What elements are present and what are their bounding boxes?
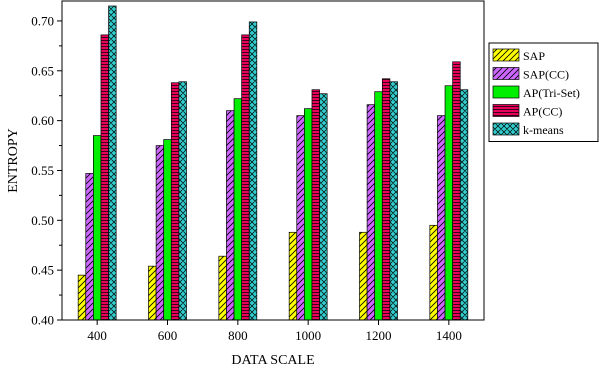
bars-layer [77, 5, 469, 321]
legend-swatch [492, 67, 520, 80]
bar-ap-tri-set--600 [163, 139, 172, 321]
bar-sap-1400 [429, 224, 438, 321]
bar-ap-tri-set--800 [233, 98, 242, 321]
bar-k-means-1000 [319, 93, 328, 321]
axes-layer [61, 0, 485, 321]
bar-sap-800 [218, 255, 227, 321]
x-tick-label: 1400 [436, 328, 462, 343]
x-tick-label: 600 [158, 328, 178, 343]
x-tick-label: 1000 [295, 328, 321, 343]
x-axis-title: DATA SCALE [231, 353, 314, 368]
ticks-layer: 400 600 800 1000 1200 1400 0.40 0.45 0.50 0.55 0.6… [31, 13, 462, 343]
bar-sap-600 [148, 265, 157, 321]
legend-label: AP(CC) [523, 105, 562, 119]
bar-sap-cc--800 [226, 110, 235, 321]
x-tick-label: 400 [87, 328, 107, 343]
legend-swatch [492, 122, 520, 136]
bar-ap-cc--800 [241, 34, 250, 321]
bar-ap-tri-set--1400 [444, 85, 453, 321]
x-tick-label: 1200 [366, 328, 392, 343]
bar-k-means-1200 [389, 81, 398, 321]
bar-sap-cc--400 [85, 173, 94, 321]
bar-sap-cc--1400 [437, 115, 446, 321]
plot-frame [61, 0, 485, 321]
bar-sap-cc--600 [155, 145, 165, 321]
bar-ap-cc--400 [100, 34, 109, 321]
bar-ap-cc--1400 [452, 61, 461, 321]
y-tick-label: 0.45 [31, 263, 54, 278]
y-tick-label: 0.60 [31, 113, 54, 128]
legend-label: SAP [523, 49, 545, 63]
legend-label: SAP(CC) [523, 68, 569, 82]
legend-swatch [492, 85, 520, 99]
bar-k-means-600 [178, 81, 187, 321]
bar-ap-tri-set--400 [93, 135, 102, 321]
y-axis-title: ENTROPY [6, 128, 21, 193]
bar-sap-cc--1200 [366, 104, 376, 321]
bar-ap-tri-set--1200 [374, 91, 383, 321]
bar-k-means-800 [248, 21, 258, 321]
y-tick-label: 0.65 [31, 63, 54, 78]
bar-ap-tri-set--1000 [304, 108, 313, 321]
legend: SAP SAP(CC) AP(Tri-Set) AP(CC) k-means [488, 42, 599, 142]
x-tick-label: 800 [228, 328, 248, 343]
bar-sap-1200 [359, 231, 368, 321]
y-tick-label: 0.55 [31, 163, 54, 178]
y-tick-label: 0.40 [31, 313, 54, 328]
bar-sap-400 [77, 274, 87, 321]
legend-swatch [492, 48, 520, 62]
y-tick-label: 0.70 [31, 13, 54, 28]
bar-k-means-400 [108, 5, 117, 321]
bar-ap-cc--1000 [311, 89, 320, 321]
y-tick-label: 0.50 [31, 213, 54, 228]
legend-label: AP(Tri-Set) [523, 86, 580, 100]
legend-swatch [492, 104, 520, 117]
legend-label: k-means [523, 123, 564, 137]
bar-ap-cc--600 [170, 82, 180, 321]
bar-ap-cc--1200 [381, 78, 391, 321]
bar-k-means-1400 [459, 89, 469, 321]
bar-sap-cc--1000 [296, 115, 305, 321]
bar-sap-1000 [288, 231, 298, 321]
